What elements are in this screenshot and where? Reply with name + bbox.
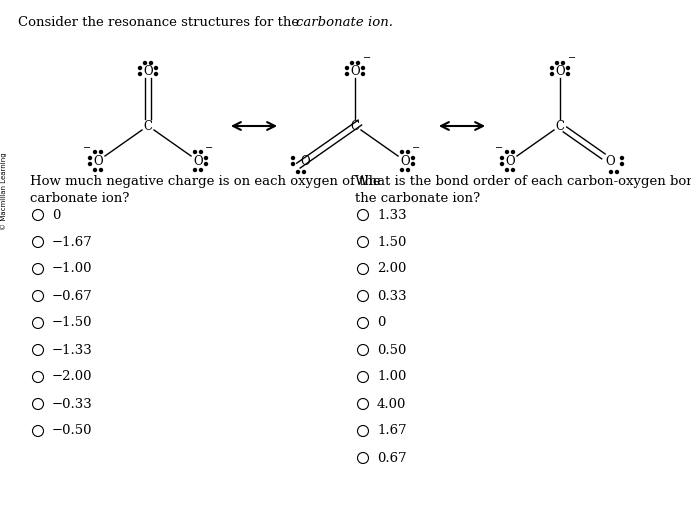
Text: carbonate ion?: carbonate ion? bbox=[30, 192, 129, 205]
Circle shape bbox=[506, 151, 509, 153]
Circle shape bbox=[609, 171, 612, 174]
Text: 4.00: 4.00 bbox=[377, 398, 406, 410]
Circle shape bbox=[93, 169, 97, 172]
Text: Consider the resonance structures for the: Consider the resonance structures for th… bbox=[18, 16, 303, 29]
Circle shape bbox=[556, 61, 558, 64]
Circle shape bbox=[616, 171, 618, 174]
Circle shape bbox=[100, 151, 102, 153]
Text: −: − bbox=[568, 54, 576, 62]
Circle shape bbox=[350, 61, 354, 64]
Circle shape bbox=[346, 66, 348, 69]
Text: C: C bbox=[350, 120, 359, 132]
Text: −1.67: −1.67 bbox=[52, 236, 93, 248]
Circle shape bbox=[296, 171, 299, 174]
Circle shape bbox=[562, 61, 565, 64]
Circle shape bbox=[193, 151, 196, 153]
Text: C: C bbox=[556, 120, 565, 132]
Text: −: − bbox=[363, 54, 371, 62]
Circle shape bbox=[401, 169, 404, 172]
Text: −1.33: −1.33 bbox=[52, 343, 93, 357]
Circle shape bbox=[551, 66, 553, 69]
Text: 0.50: 0.50 bbox=[377, 343, 406, 357]
Circle shape bbox=[567, 73, 569, 76]
Text: O: O bbox=[400, 154, 410, 168]
Circle shape bbox=[621, 162, 623, 166]
Text: What is the bond order of each carbon-oxygen bond in: What is the bond order of each carbon-ox… bbox=[355, 175, 691, 188]
Circle shape bbox=[412, 162, 415, 166]
Text: O: O bbox=[350, 64, 360, 78]
Text: 0: 0 bbox=[377, 316, 386, 330]
Text: carbonate ion.: carbonate ion. bbox=[296, 16, 393, 29]
Circle shape bbox=[93, 151, 97, 153]
Circle shape bbox=[149, 61, 153, 64]
Text: How much negative charge is on each oxygen of the: How much negative charge is on each oxyg… bbox=[30, 175, 381, 188]
Text: O: O bbox=[143, 64, 153, 78]
Circle shape bbox=[361, 73, 364, 76]
Text: 0.33: 0.33 bbox=[377, 290, 406, 303]
Text: 0.67: 0.67 bbox=[377, 452, 406, 464]
Circle shape bbox=[346, 73, 348, 76]
Text: −2.00: −2.00 bbox=[52, 370, 93, 383]
Circle shape bbox=[511, 169, 515, 172]
Text: O: O bbox=[193, 154, 203, 168]
Circle shape bbox=[292, 162, 294, 166]
Circle shape bbox=[621, 156, 623, 159]
Circle shape bbox=[205, 162, 207, 166]
Circle shape bbox=[155, 73, 158, 76]
Circle shape bbox=[200, 151, 202, 153]
Text: O: O bbox=[300, 154, 310, 168]
Circle shape bbox=[138, 73, 142, 76]
Text: O: O bbox=[505, 154, 515, 168]
Circle shape bbox=[303, 171, 305, 174]
Text: −0.33: −0.33 bbox=[52, 398, 93, 410]
Circle shape bbox=[357, 61, 359, 64]
Text: 1.50: 1.50 bbox=[377, 236, 406, 248]
Text: 2.00: 2.00 bbox=[377, 263, 406, 275]
Text: −1.00: −1.00 bbox=[52, 263, 93, 275]
Circle shape bbox=[138, 66, 142, 69]
Circle shape bbox=[511, 151, 515, 153]
Circle shape bbox=[500, 162, 504, 166]
Text: −: − bbox=[205, 144, 213, 152]
Text: the carbonate ion?: the carbonate ion? bbox=[355, 192, 480, 205]
Text: −0.67: −0.67 bbox=[52, 290, 93, 303]
Circle shape bbox=[88, 156, 91, 159]
Circle shape bbox=[361, 66, 364, 69]
Circle shape bbox=[506, 169, 509, 172]
Circle shape bbox=[406, 169, 410, 172]
Text: O: O bbox=[555, 64, 565, 78]
Circle shape bbox=[88, 162, 91, 166]
Circle shape bbox=[205, 156, 207, 159]
Circle shape bbox=[200, 169, 202, 172]
Text: −0.50: −0.50 bbox=[52, 425, 93, 437]
Circle shape bbox=[100, 169, 102, 172]
Circle shape bbox=[551, 73, 553, 76]
Text: 1.00: 1.00 bbox=[377, 370, 406, 383]
Text: O: O bbox=[93, 154, 103, 168]
Circle shape bbox=[193, 169, 196, 172]
Text: O: O bbox=[605, 154, 615, 168]
Text: −: − bbox=[83, 144, 91, 152]
Circle shape bbox=[401, 151, 404, 153]
Text: 1.33: 1.33 bbox=[377, 208, 406, 221]
Text: −: − bbox=[495, 144, 503, 152]
Text: 1.67: 1.67 bbox=[377, 425, 406, 437]
Text: −1.50: −1.50 bbox=[52, 316, 93, 330]
Text: −: − bbox=[412, 144, 420, 152]
Circle shape bbox=[144, 61, 146, 64]
Circle shape bbox=[567, 66, 569, 69]
Text: © Macmillan Learning: © Macmillan Learning bbox=[1, 152, 8, 230]
Circle shape bbox=[292, 156, 294, 159]
Circle shape bbox=[155, 66, 158, 69]
Circle shape bbox=[412, 156, 415, 159]
Text: C: C bbox=[144, 120, 153, 132]
Circle shape bbox=[500, 156, 504, 159]
Circle shape bbox=[406, 151, 410, 153]
Text: 0: 0 bbox=[52, 208, 60, 221]
